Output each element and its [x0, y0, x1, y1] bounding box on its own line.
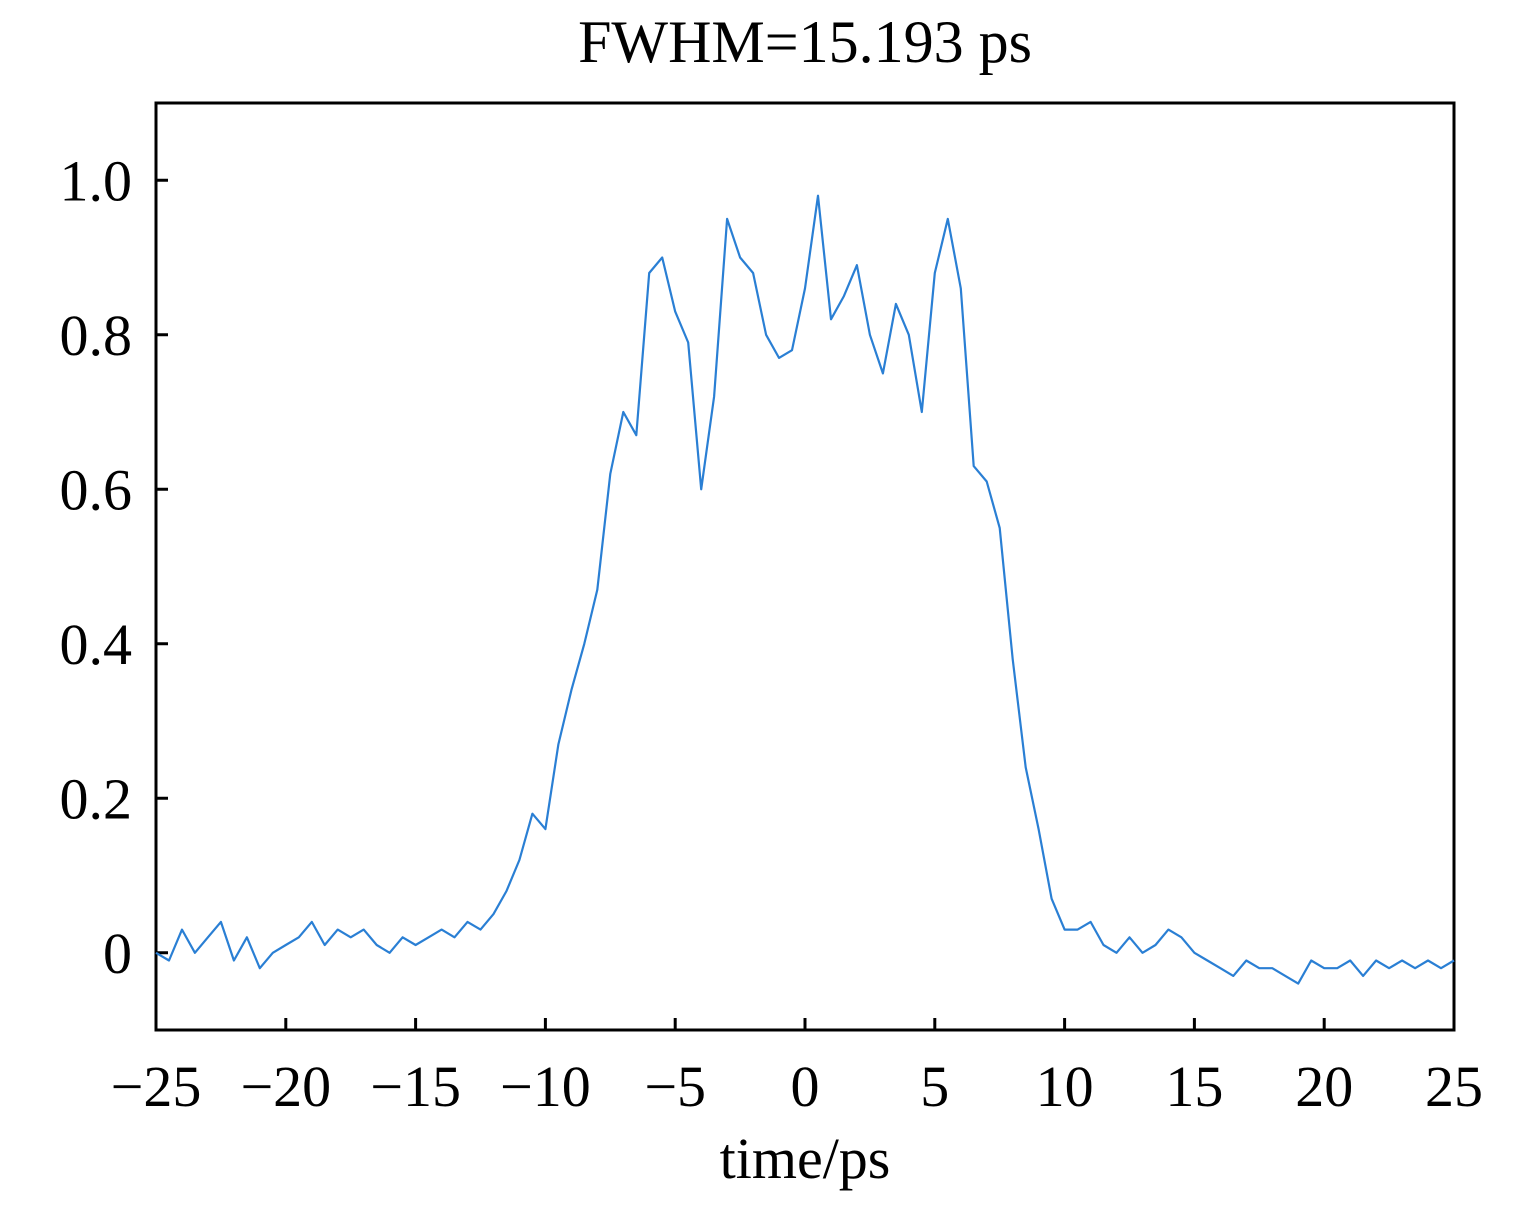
- y-tick-label: 0: [103, 921, 132, 986]
- y-tick-label: 0.4: [60, 612, 133, 677]
- x-tick-label: −15: [370, 1054, 461, 1119]
- x-tick-label: −10: [500, 1054, 591, 1119]
- x-axis-ticks: −25 −20 −15 −10 −5 0 5 10 15 20 25: [111, 1018, 1483, 1119]
- series-layer: [155, 194, 1455, 985]
- y-tick-label: 0.8: [60, 303, 133, 368]
- x-tick-label: 10: [1036, 1054, 1094, 1119]
- series-line-0: [155, 194, 1455, 985]
- x-tick-label: −5: [644, 1054, 706, 1119]
- y-tick-label: 0.6: [60, 457, 133, 522]
- y-axis-ticks: 0 0.2 0.4 0.6 0.8 1.0: [60, 148, 168, 986]
- x-tick-label: 15: [1165, 1054, 1223, 1119]
- x-tick-label: −20: [240, 1054, 331, 1119]
- x-tick-label: −25: [111, 1054, 202, 1119]
- chart-title: FWHM=15.193 ps: [578, 9, 1032, 75]
- x-tick-label: 0: [791, 1054, 820, 1119]
- x-tick-label: 5: [920, 1054, 949, 1119]
- x-axis-label: time/ps: [720, 1126, 891, 1191]
- y-tick-label: 1.0: [60, 148, 133, 213]
- y-tick-label: 0.2: [60, 766, 133, 831]
- x-tick-label: 20: [1295, 1054, 1353, 1119]
- x-tick-label: 25: [1425, 1054, 1483, 1119]
- plot-area-frame: [154, 101, 1456, 1032]
